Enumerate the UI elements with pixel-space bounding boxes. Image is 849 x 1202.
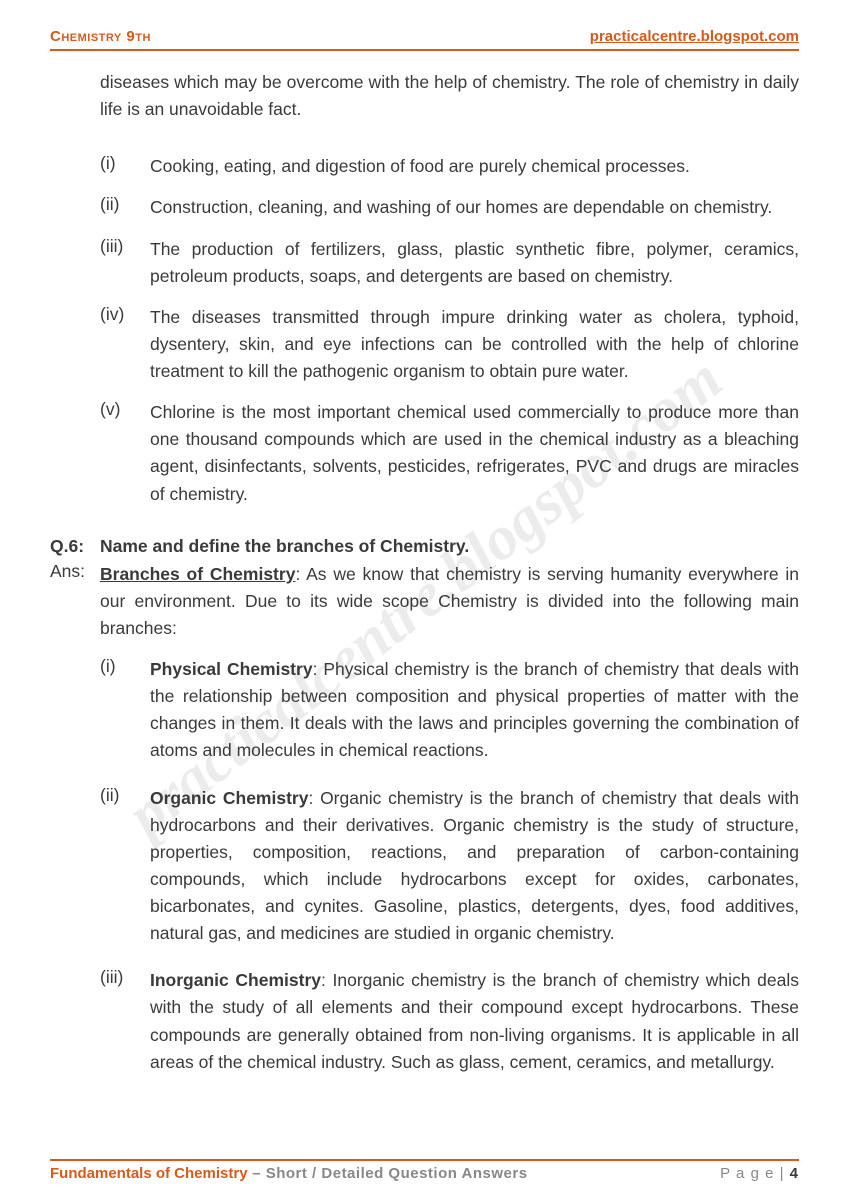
answer-heading: Branches of Chemistry (100, 564, 295, 584)
branch-item: (ii)Organic Chemistry: Organic chemistry… (100, 785, 799, 948)
answer-label: Ans: (50, 561, 100, 642)
list-item: (v)Chlorine is the most important chemic… (100, 399, 799, 508)
list-item: (iv)The diseases transmitted through imp… (100, 304, 799, 385)
branch-marker: (i) (100, 656, 150, 765)
question-text: Name and define the branches of Chemistr… (100, 536, 799, 557)
intro-paragraph: diseases which may be overcome with the … (100, 69, 799, 123)
question-label: Q.6: (50, 536, 100, 557)
list-text: Chlorine is the most important chemical … (150, 399, 799, 508)
footer-left: Fundamentals of Chemistry – Short / Deta… (50, 1165, 528, 1182)
list-text: Construction, cleaning, and washing of o… (150, 194, 799, 221)
branch-name: Inorganic Chemistry (150, 970, 321, 990)
branch-description: : Organic chemistry is the branch of che… (150, 788, 799, 944)
list-marker: (iv) (100, 304, 150, 385)
answer-row: Ans: Branches of Chemistry: As we know t… (50, 561, 799, 642)
list-text: Cooking, eating, and digestion of food a… (150, 153, 799, 180)
footer-right: P a g e | 4 (720, 1165, 799, 1182)
page-footer: Fundamentals of Chemistry – Short / Deta… (50, 1159, 799, 1182)
footer-subtitle: – Short / Detailed Question Answers (248, 1165, 528, 1182)
list-item: (ii)Construction, cleaning, and washing … (100, 194, 799, 221)
list-text: The production of fertilizers, glass, pl… (150, 236, 799, 290)
branch-item: (i)Physical Chemistry: Physical chemistr… (100, 656, 799, 765)
branch-text: Inorganic Chemistry: Inorganic chemistry… (150, 967, 799, 1076)
branch-marker: (ii) (100, 785, 150, 948)
list-marker: (iii) (100, 236, 150, 290)
list-item: (iii)The production of fertilizers, glas… (100, 236, 799, 290)
header-subject: Chemistry 9th (50, 28, 151, 45)
footer-title: Fundamentals of Chemistry (50, 1165, 248, 1182)
branch-text: Physical Chemistry: Physical chemistry i… (150, 656, 799, 765)
branch-marker: (iii) (100, 967, 150, 1076)
answer-body: Branches of Chemistry: As we know that c… (100, 561, 799, 642)
list-marker: (i) (100, 153, 150, 180)
branch-text: Organic Chemistry: Organic chemistry is … (150, 785, 799, 948)
page-header: Chemistry 9th practicalcentre.blogspot.c… (50, 28, 799, 51)
list-marker: (ii) (100, 194, 150, 221)
header-url[interactable]: practicalcentre.blogspot.com (590, 28, 799, 45)
branch-item: (iii)Inorganic Chemistry: Inorganic chem… (100, 967, 799, 1076)
page-number: 4 (790, 1165, 799, 1182)
branch-name: Physical Chemistry (150, 659, 313, 679)
question-row: Q.6: Name and define the branches of Che… (50, 536, 799, 557)
list-item: (i)Cooking, eating, and digestion of foo… (100, 153, 799, 180)
page-label: P a g e | (720, 1165, 790, 1182)
list-text: The diseases transmitted through impure … (150, 304, 799, 385)
branch-name: Organic Chemistry (150, 788, 308, 808)
list-marker: (v) (100, 399, 150, 508)
